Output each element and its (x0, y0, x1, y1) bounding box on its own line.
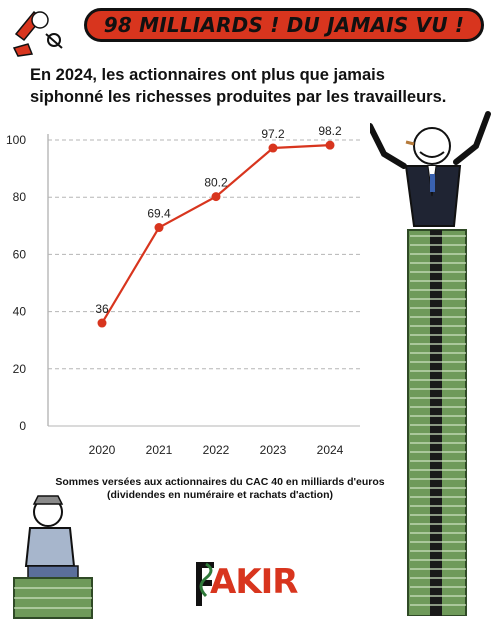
data-label: 69.4 (147, 207, 171, 221)
y-tick-label: 80 (13, 190, 27, 204)
y-tick-label: 0 (19, 419, 26, 433)
banknote-stack (407, 229, 467, 616)
worker-illustration (13, 495, 93, 619)
headline-banner: 98 MILLIARDS ! DU JAMAIS VU ! (84, 8, 484, 42)
x-tick-label: 2020 (89, 443, 116, 457)
fakir-logo (196, 562, 214, 606)
y-tick-label: 60 (13, 247, 27, 261)
data-point (97, 318, 107, 328)
x-tick-label: 2021 (146, 443, 173, 457)
data-label: 36 (95, 302, 109, 316)
headline-text: 98 MILLIARDS ! DU JAMAIS VU ! (103, 13, 465, 37)
data-label: 98.2 (318, 124, 342, 138)
y-tick-label: 40 (13, 305, 27, 319)
x-tick-label: 2023 (260, 443, 287, 457)
caption-line-1: Sommes versées aux actionnaires du CAC 4… (55, 476, 385, 488)
caption-line-2: (dividendes en numéraire et rachats d'ac… (107, 489, 333, 501)
data-point (268, 143, 278, 153)
y-tick-label: 100 (6, 133, 26, 147)
data-label: 80.2 (204, 176, 228, 190)
data-point (154, 223, 164, 233)
y-tick-label: 20 (13, 362, 27, 376)
x-tick-label: 2024 (317, 443, 344, 457)
data-point (325, 140, 335, 150)
subtitle: En 2024, les actionnaires ont plus que j… (30, 66, 447, 106)
mascot-illustration (12, 10, 63, 57)
data-label: 97.2 (261, 127, 285, 141)
data-point (211, 192, 221, 202)
money-stack-illustration (370, 111, 491, 616)
chart-caption: Sommes versées aux actionnaires du CAC 4… (40, 476, 400, 502)
fakir-logo-text: AKIR (210, 562, 298, 602)
series-line (101, 144, 331, 324)
businessman-figure (370, 111, 491, 227)
line-chart: 0 20 40 60 80 100 2020 2021 2022 2023 2024 36 69.4 80… (6, 124, 360, 457)
x-tick-label: 2022 (203, 443, 230, 457)
